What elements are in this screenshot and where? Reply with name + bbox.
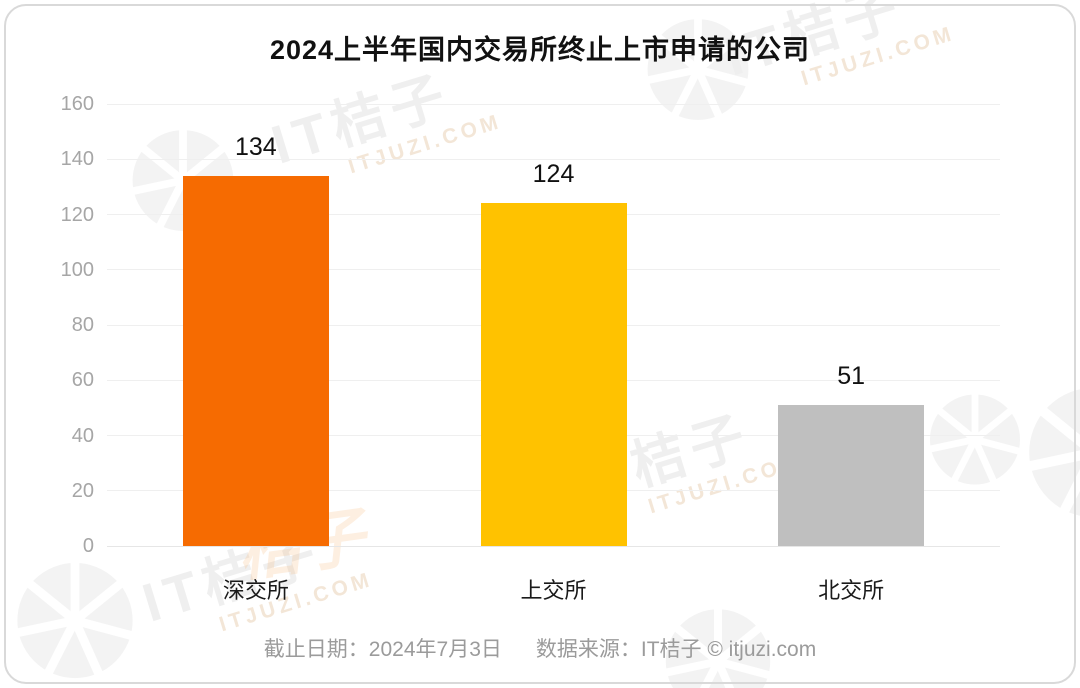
x-axis-category-label: 上交所	[520, 578, 587, 603]
x-axis-category-label: 深交所	[222, 578, 289, 603]
y-axis-tick-label: 100	[60, 258, 94, 281]
y-axis-tick-label: 160	[60, 93, 94, 115]
footer-deadline: 截止日期：2024年7月3日	[263, 638, 502, 661]
gridline	[107, 158, 1000, 160]
y-axis-tick-label: 0	[82, 535, 94, 557]
y-axis-tick-label: 20	[71, 479, 94, 502]
chart-title: 2024上半年国内交易所终止上市申请的公司	[269, 35, 811, 65]
y-axis-tick-label: 60	[71, 369, 94, 392]
bar-value-label: 134	[234, 133, 277, 161]
gridline	[107, 103, 1000, 105]
y-axis-tick-label: 140	[60, 148, 94, 171]
y-axis-tick-label: 120	[60, 203, 94, 226]
footer: 截止日期：2024年7月3日 数据来源：IT桔子 © itjuzi.com	[0, 633, 1080, 663]
bar	[182, 176, 329, 546]
y-axis-tick-label: 40	[71, 424, 94, 447]
bar	[778, 405, 925, 546]
bar-value-label: 51	[837, 362, 866, 390]
bar	[480, 203, 627, 546]
x-axis-category-label: 北交所	[818, 578, 885, 603]
bar-value-label: 124	[532, 160, 575, 188]
footer-source: 数据来源：IT桔子 © itjuzi.com	[535, 638, 817, 661]
gridline	[107, 545, 1000, 547]
y-axis-tick-label: 80	[71, 314, 94, 336]
